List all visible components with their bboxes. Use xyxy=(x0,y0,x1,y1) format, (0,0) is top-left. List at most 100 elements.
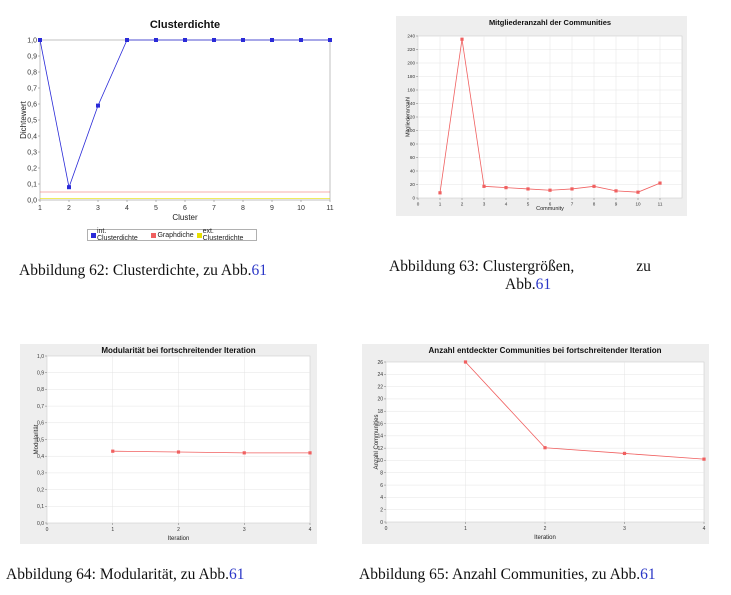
chart-title: Modularität bei fortschreitender Iterati… xyxy=(101,346,255,355)
caption-text: Abbildung 63: Clustergrößen, xyxy=(389,258,575,275)
y-tick-label: 200 xyxy=(407,61,415,66)
y-tick-label: 24 xyxy=(377,372,383,378)
legend-entry-ext-clusterdichte: ext. Clusterdichte xyxy=(196,228,256,242)
figure-ref-link[interactable]: 61 xyxy=(535,276,552,293)
x-tick-label: 4 xyxy=(125,205,129,212)
x-tick-label: 9 xyxy=(270,205,274,212)
legend-swatch-blue xyxy=(91,232,96,238)
x-tick-label: 11 xyxy=(658,202,663,207)
x-tick-label: 5 xyxy=(527,202,530,207)
x-tick-label: 3 xyxy=(243,527,246,533)
y-axis-label: Mitgliederanzahl xyxy=(406,97,412,137)
y-tick-label: 0,7 xyxy=(37,404,44,410)
chart-title: Anzahl entdeckter Communities bei fortsc… xyxy=(429,346,662,355)
y-tick-label: 100 xyxy=(407,128,415,133)
x-tick-label: 7 xyxy=(212,205,216,212)
data-point xyxy=(270,38,274,42)
data-point xyxy=(543,446,547,450)
y-tick-label: 0,3 xyxy=(37,471,44,477)
y-tick-label: 0,5 xyxy=(27,117,37,124)
data-point xyxy=(548,188,552,192)
y-tick-label: 20 xyxy=(377,397,383,403)
data-point xyxy=(570,187,574,191)
data-point xyxy=(212,38,216,42)
x-tick-label: 11 xyxy=(326,205,333,212)
x-tick-label: 2 xyxy=(544,526,547,532)
series-line xyxy=(112,450,310,454)
figure-caption-65: Abbildung 65: Anzahl Communities, zu Abb… xyxy=(359,566,656,584)
data-point xyxy=(592,184,596,188)
y-tick-label: 26 xyxy=(377,360,383,366)
y-tick-label: 0,7 xyxy=(27,85,37,92)
legend-entry-int-clusterdichte: int. Clusterdichte xyxy=(91,228,148,242)
x-tick-label: 2 xyxy=(67,205,71,212)
x-axis-label: Community xyxy=(536,206,564,212)
x-tick-label: 3 xyxy=(483,202,486,207)
x-tick-label: 3 xyxy=(96,205,100,212)
x-tick-label: 0 xyxy=(417,202,420,207)
x-tick-label: 10 xyxy=(635,202,641,207)
y-tick-label: 0,4 xyxy=(27,133,37,140)
x-tick-label: 4 xyxy=(309,527,312,533)
y-tick-label: 1,0 xyxy=(27,37,37,44)
figure-ref-link[interactable]: 61 xyxy=(640,566,656,583)
caption-text: Abbildung 62: Clusterdichte, zu Abb. xyxy=(19,262,252,279)
x-tick-label: 1 xyxy=(38,205,42,212)
x-tick-label: 1 xyxy=(111,527,114,533)
y-tick-label: 0 xyxy=(412,196,415,201)
legend-swatch-yellow xyxy=(196,232,202,238)
y-axis-label: Modularität xyxy=(34,424,40,454)
y-tick-label: 0 xyxy=(380,520,383,526)
y-tick-label: 0,2 xyxy=(27,165,37,172)
y-tick-label: 8 xyxy=(380,471,383,477)
x-tick-label: 5 xyxy=(154,205,158,212)
y-tick-label: 0,8 xyxy=(37,387,44,393)
x-tick-label: 4 xyxy=(703,526,706,532)
data-point xyxy=(308,451,312,455)
y-tick-label: 0,6 xyxy=(37,421,44,427)
y-tick-label: 120 xyxy=(407,115,415,120)
x-axis-label: Iteration xyxy=(534,535,556,541)
data-point xyxy=(636,190,640,194)
y-tick-label: 22 xyxy=(377,384,383,390)
y-tick-label: 0,2 xyxy=(37,487,44,493)
data-point xyxy=(526,187,530,191)
figure-ref-link[interactable]: 61 xyxy=(229,566,245,583)
y-axis-label: Anzahl Communities xyxy=(374,414,380,469)
y-tick-label: 0,6 xyxy=(27,101,37,108)
y-tick-label: 140 xyxy=(407,101,415,106)
legend-label: Graphdiche xyxy=(157,231,194,239)
caption-text: Abbildung 65: Anzahl Communities, zu Abb… xyxy=(359,566,641,583)
data-point xyxy=(242,451,246,455)
y-tick-label: 20 xyxy=(410,182,416,187)
x-tick-label: 8 xyxy=(241,205,245,212)
legend-swatch-red xyxy=(151,232,157,238)
x-tick-label: 6 xyxy=(549,202,552,207)
y-tick-label: 12 xyxy=(377,446,383,452)
y-tick-label: 0,4 xyxy=(37,454,44,460)
data-point xyxy=(241,38,245,42)
y-axis-label: Dichtewert xyxy=(20,100,28,139)
figure-caption-64: Abbildung 64: Modularität, zu Abb.61 xyxy=(6,566,245,584)
y-tick-label: 10 xyxy=(377,458,383,464)
data-point xyxy=(96,103,100,108)
legend-label: ext. Clusterdichte xyxy=(202,228,244,242)
data-point xyxy=(504,186,508,190)
x-tick-label: 6 xyxy=(183,205,187,212)
data-point xyxy=(154,38,158,42)
caption-text: Abb. xyxy=(505,276,536,293)
y-tick-label: 1,0 xyxy=(37,354,44,360)
x-tick-label: 1 xyxy=(439,202,442,207)
caption-text: Abbildung 64: Modularität, zu Abb. xyxy=(6,566,230,583)
data-point xyxy=(299,38,303,42)
chart-legend: int. Clusterdichte Graphdiche ext. Clust… xyxy=(87,228,257,242)
data-point xyxy=(622,451,627,456)
data-point xyxy=(463,360,468,364)
x-tick-label: 0 xyxy=(46,527,49,533)
y-tick-label: 6 xyxy=(380,483,383,489)
y-tick-label: 18 xyxy=(377,409,383,415)
figure-ref-link[interactable]: 61 xyxy=(251,262,267,279)
y-tick-label: 40 xyxy=(410,169,416,174)
chart-modularitaet: Modularität bei fortschreitender Iterati… xyxy=(20,344,317,544)
y-tick-label: 14 xyxy=(377,434,383,440)
